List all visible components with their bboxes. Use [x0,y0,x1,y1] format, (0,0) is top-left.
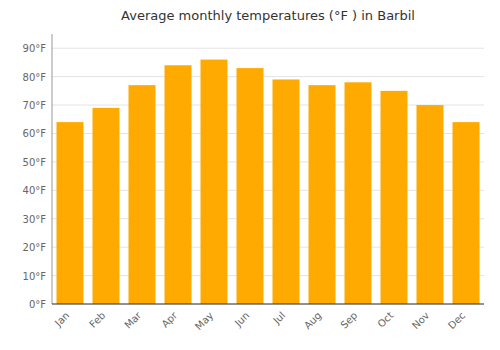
x-tick-label: Jan [52,310,71,329]
bar [273,79,300,304]
y-tick-label: 30°F [23,214,47,225]
y-tick-label: 50°F [23,157,47,168]
bar [165,65,192,304]
chart-title: Average monthly temperatures (°F ) in Ba… [121,8,415,23]
x-tick-label: Apr [159,309,180,330]
x-tick-label: May [193,310,215,332]
x-tick-label: Jul [270,310,287,327]
bar [129,85,156,304]
x-tick-label: Mar [122,309,144,331]
bar [57,122,84,304]
bar [453,122,480,304]
y-tick-label: 80°F [23,72,47,83]
x-tick-label: Jun [232,310,252,330]
grid-line [52,48,484,49]
y-tick-label: 70°F [23,100,47,111]
y-tick-label: 20°F [23,242,47,253]
grid-line [52,76,484,77]
x-tick-label: Aug [302,310,324,332]
grid-line [52,304,484,305]
bar [93,108,120,304]
bar [417,105,444,304]
x-tick-label: Sep [338,310,359,331]
y-tick-label: 40°F [23,185,47,196]
x-axis-line [52,304,484,305]
bars [57,60,480,304]
y-axis: 0°F 10°F 20°F 30°F 40°F 50°F 60°F 70°F 80°F 90°F [23,43,484,310]
x-tick-label: Nov [410,310,432,332]
y-tick-label: 60°F [23,128,47,139]
bar [381,91,408,304]
x-tick-label: Dec [446,310,467,331]
y-tick-label: 0°F [29,299,46,310]
chart-svg: Average monthly temperatures (°F ) in Ba… [0,0,500,350]
y-tick-label: 10°F [23,271,47,282]
y-axis-line [52,34,53,304]
chart-container: Average monthly temperatures (°F ) in Ba… [0,0,500,350]
x-tick-label: Oct [375,310,395,330]
bar [237,68,264,304]
x-axis: Jan Feb Mar Apr May Jun Jul Aug Sep Oct Nov Dec [52,309,467,332]
y-tick-label: 90°F [23,43,47,54]
bar [309,85,336,304]
bar [345,82,372,304]
bar [201,60,228,304]
x-tick-label: Feb [87,310,107,330]
